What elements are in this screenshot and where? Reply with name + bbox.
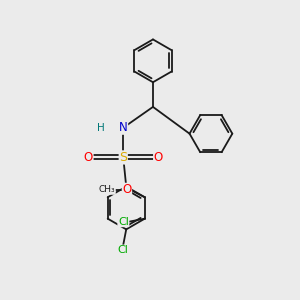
Text: S: S [119,151,127,164]
Text: CH₃: CH₃ [99,185,115,194]
Text: Cl: Cl [118,245,129,255]
Text: O: O [122,183,131,196]
Text: H: H [97,123,105,133]
Text: O: O [154,151,163,164]
Text: Cl: Cl [118,217,129,226]
Text: O: O [84,151,93,164]
Text: N: N [119,121,128,134]
